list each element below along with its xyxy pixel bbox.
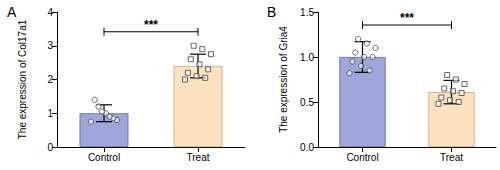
svg-text:1.5: 1.5 [300, 7, 314, 18]
svg-text:0.5: 0.5 [300, 97, 314, 108]
svg-text:Treat: Treat [440, 152, 463, 163]
svg-text:1: 1 [47, 108, 53, 119]
svg-text:The expression of Gria4: The expression of Gria4 [278, 26, 289, 133]
svg-text:***: *** [144, 18, 158, 32]
svg-text:A: A [7, 4, 17, 20]
svg-text:Control: Control [346, 152, 378, 163]
svg-text:1.0: 1.0 [300, 52, 314, 63]
svg-text:0: 0 [47, 142, 53, 153]
svg-text:4: 4 [47, 7, 53, 18]
svg-text:Control: Control [88, 152, 120, 163]
svg-text:B: B [267, 4, 276, 20]
svg-text:0.0: 0.0 [300, 142, 314, 153]
svg-text:Treat: Treat [187, 152, 210, 163]
svg-text:2: 2 [47, 74, 53, 85]
svg-text:The expression of Col17a1: The expression of Col17a1 [17, 19, 28, 139]
svg-text:3: 3 [47, 40, 53, 51]
svg-text:***: *** [400, 11, 414, 25]
